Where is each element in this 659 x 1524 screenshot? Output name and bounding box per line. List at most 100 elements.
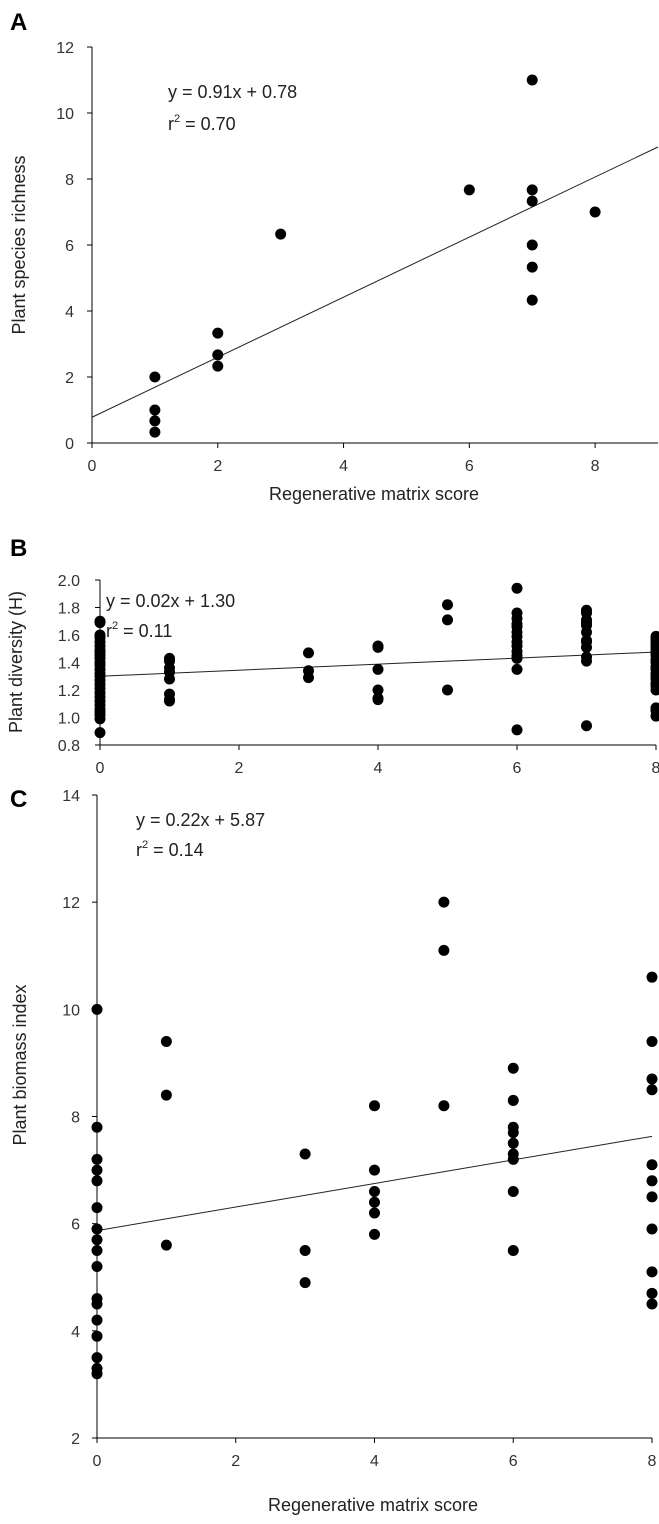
x-tick-label: 4 bbox=[374, 760, 383, 777]
x-axis-title: Regenerative matrix score bbox=[269, 484, 479, 504]
data-point bbox=[91, 1244, 103, 1256]
data-point bbox=[526, 195, 538, 207]
r-squared-value: = 0.14 bbox=[148, 840, 204, 860]
data-point bbox=[369, 1196, 380, 1208]
equation-block: y = 0.91x + 0.78 r2 = 0.70 bbox=[168, 82, 297, 134]
chart-panel-c: C Plant biomass index Regenerative matri… bbox=[10, 786, 658, 1515]
data-point bbox=[369, 1228, 380, 1240]
r-squared: r2 = 0.70 bbox=[168, 113, 236, 134]
data-point bbox=[164, 695, 175, 707]
data-point bbox=[299, 1148, 311, 1160]
y-tick-label: 6 bbox=[71, 1217, 80, 1234]
y-tick-label: 1.0 bbox=[58, 711, 80, 728]
data-point bbox=[507, 1244, 519, 1256]
data-point bbox=[507, 1186, 519, 1198]
data-point bbox=[581, 626, 592, 638]
data-point bbox=[212, 327, 224, 339]
data-point bbox=[91, 1202, 103, 1214]
y-tick-label: 1.2 bbox=[58, 683, 80, 700]
x-tick-label: 2 bbox=[213, 458, 222, 475]
data-point bbox=[94, 713, 106, 725]
regression-equation: y = 0.22x + 5.87 bbox=[136, 810, 265, 830]
regression-line bbox=[91, 146, 659, 418]
data-point bbox=[91, 1261, 103, 1273]
y-tick-label: 8 bbox=[65, 172, 74, 189]
data-point bbox=[526, 294, 538, 306]
data-point bbox=[581, 720, 592, 732]
data-point bbox=[160, 1239, 172, 1251]
y-tick-label: 0 bbox=[65, 436, 74, 453]
data-point bbox=[91, 1121, 103, 1133]
data-point bbox=[91, 1330, 103, 1342]
x-tick-label: 0 bbox=[96, 760, 105, 777]
data-point bbox=[212, 360, 224, 372]
data-point bbox=[511, 582, 523, 594]
chart-panel-b: B Plant diversity (H) y = 0.02x + 1.30 r… bbox=[6, 535, 659, 777]
data-point bbox=[372, 663, 384, 675]
panel-letter: A bbox=[10, 9, 27, 36]
data-point bbox=[299, 1244, 311, 1256]
data-point bbox=[463, 184, 475, 196]
data-point bbox=[372, 694, 384, 706]
data-point bbox=[438, 944, 450, 956]
data-point bbox=[149, 404, 161, 416]
regression-line bbox=[96, 1135, 653, 1232]
data-point bbox=[149, 426, 161, 438]
data-point bbox=[275, 228, 287, 240]
equation-block: y = 0.02x + 1.30 r2 = 0.11 bbox=[106, 591, 235, 641]
r-squared-value: = 0.11 bbox=[118, 621, 172, 641]
data-point bbox=[369, 1164, 380, 1176]
data-point bbox=[372, 641, 384, 653]
r-squared-exponent: 2 bbox=[142, 839, 148, 851]
x-tick-label: 2 bbox=[235, 760, 244, 777]
data-point bbox=[646, 971, 658, 983]
data-point bbox=[438, 896, 450, 908]
data-point bbox=[646, 1298, 658, 1310]
x-tick-label: 6 bbox=[465, 458, 474, 475]
data-point bbox=[94, 617, 106, 629]
equation-block: y = 0.22x + 5.87 r2 = 0.14 bbox=[136, 810, 265, 860]
r-squared-label: r bbox=[168, 114, 174, 134]
y-axis-title: Plant biomass index bbox=[10, 984, 30, 1145]
data-point bbox=[160, 1035, 172, 1047]
y-tick-label: 1.6 bbox=[58, 628, 80, 645]
data-point bbox=[149, 415, 161, 427]
x-tick-label: 0 bbox=[93, 1453, 102, 1470]
y-tick-label: 14 bbox=[62, 788, 80, 805]
data-point bbox=[646, 1035, 658, 1047]
y-tick-label: 4 bbox=[71, 1324, 80, 1341]
data-point bbox=[646, 1159, 658, 1171]
data-point bbox=[160, 1089, 172, 1101]
r-squared-value: = 0.70 bbox=[180, 114, 236, 134]
data-point bbox=[91, 1298, 103, 1310]
data-point bbox=[581, 655, 592, 667]
y-tick-label: 1.8 bbox=[58, 601, 80, 618]
x-tick-label: 0 bbox=[88, 458, 97, 475]
data-point bbox=[646, 1073, 658, 1085]
regression-equation: y = 0.02x + 1.30 bbox=[106, 591, 235, 611]
y-tick-label: 12 bbox=[56, 40, 74, 57]
y-tick-label: 8 bbox=[71, 1110, 80, 1127]
data-point bbox=[511, 652, 523, 664]
y-tick-label: 0.8 bbox=[58, 738, 80, 755]
chart-panel-a: A Plant species richness Regenerative ma… bbox=[9, 9, 659, 504]
data-point bbox=[369, 1100, 380, 1112]
x-tick-label: 2 bbox=[231, 1453, 240, 1470]
data-point bbox=[442, 684, 453, 696]
y-tick-label: 10 bbox=[56, 106, 74, 123]
data-point bbox=[507, 1153, 519, 1165]
data-point bbox=[507, 1127, 519, 1139]
x-tick-label: 8 bbox=[648, 1453, 657, 1470]
data-point bbox=[91, 1175, 103, 1187]
y-axis-title: Plant diversity (H) bbox=[6, 591, 26, 733]
data-point bbox=[212, 349, 224, 361]
data-point bbox=[646, 1175, 658, 1187]
data-point bbox=[646, 1266, 658, 1278]
r-squared-label: r bbox=[136, 840, 142, 860]
data-point bbox=[589, 206, 601, 218]
data-point bbox=[91, 1223, 103, 1235]
panel-letter: C bbox=[10, 786, 27, 813]
data-point bbox=[511, 663, 523, 675]
x-tick-label: 4 bbox=[339, 458, 348, 475]
data-point bbox=[646, 1287, 658, 1299]
